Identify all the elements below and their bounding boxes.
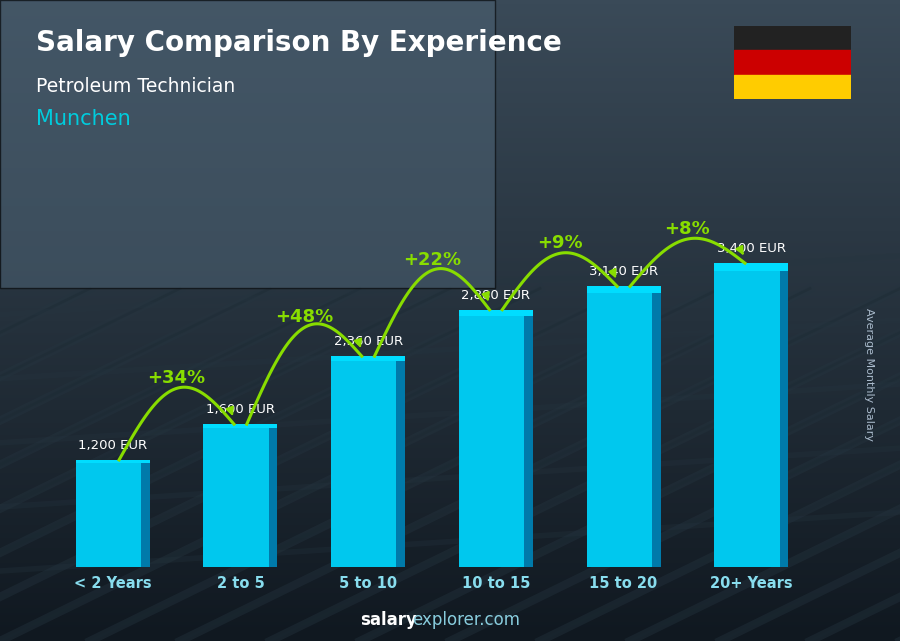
Bar (779, 263, 788, 567)
Text: Salary Comparison By Experience: Salary Comparison By Experience (36, 29, 562, 57)
Bar (734, 75, 850, 99)
Bar (734, 26, 850, 50)
Bar (203, 424, 277, 428)
Text: 1,600 EUR: 1,600 EUR (206, 403, 274, 416)
Bar (587, 287, 652, 567)
Bar (331, 356, 405, 362)
Bar (734, 50, 850, 75)
Text: 2,880 EUR: 2,880 EUR (462, 288, 530, 302)
Bar (203, 424, 268, 567)
Text: 3,400 EUR: 3,400 EUR (717, 242, 786, 255)
Bar (396, 356, 405, 567)
Text: +9%: +9% (537, 235, 582, 253)
Text: +8%: +8% (664, 221, 710, 238)
Bar (268, 424, 277, 567)
Bar (76, 460, 140, 567)
Bar (331, 356, 396, 567)
Bar (524, 310, 533, 567)
Bar (459, 310, 524, 567)
Text: 2,360 EUR: 2,360 EUR (334, 335, 403, 348)
Text: Petroleum Technician: Petroleum Technician (36, 77, 235, 96)
Text: salary: salary (360, 611, 417, 629)
Bar (715, 263, 788, 271)
Text: +48%: +48% (275, 308, 333, 326)
Bar (140, 460, 149, 567)
Text: +34%: +34% (148, 369, 205, 387)
Bar (715, 263, 779, 567)
Bar (587, 287, 661, 294)
Text: 1,200 EUR: 1,200 EUR (78, 439, 148, 452)
Text: explorer.com: explorer.com (412, 611, 520, 629)
FancyBboxPatch shape (0, 0, 495, 288)
Bar (652, 287, 661, 567)
Bar (459, 310, 533, 316)
Text: Munchen: Munchen (36, 109, 130, 129)
Text: +22%: +22% (403, 251, 461, 269)
Bar (76, 460, 149, 463)
Text: 3,140 EUR: 3,140 EUR (590, 265, 658, 278)
Text: Average Monthly Salary: Average Monthly Salary (863, 308, 874, 442)
